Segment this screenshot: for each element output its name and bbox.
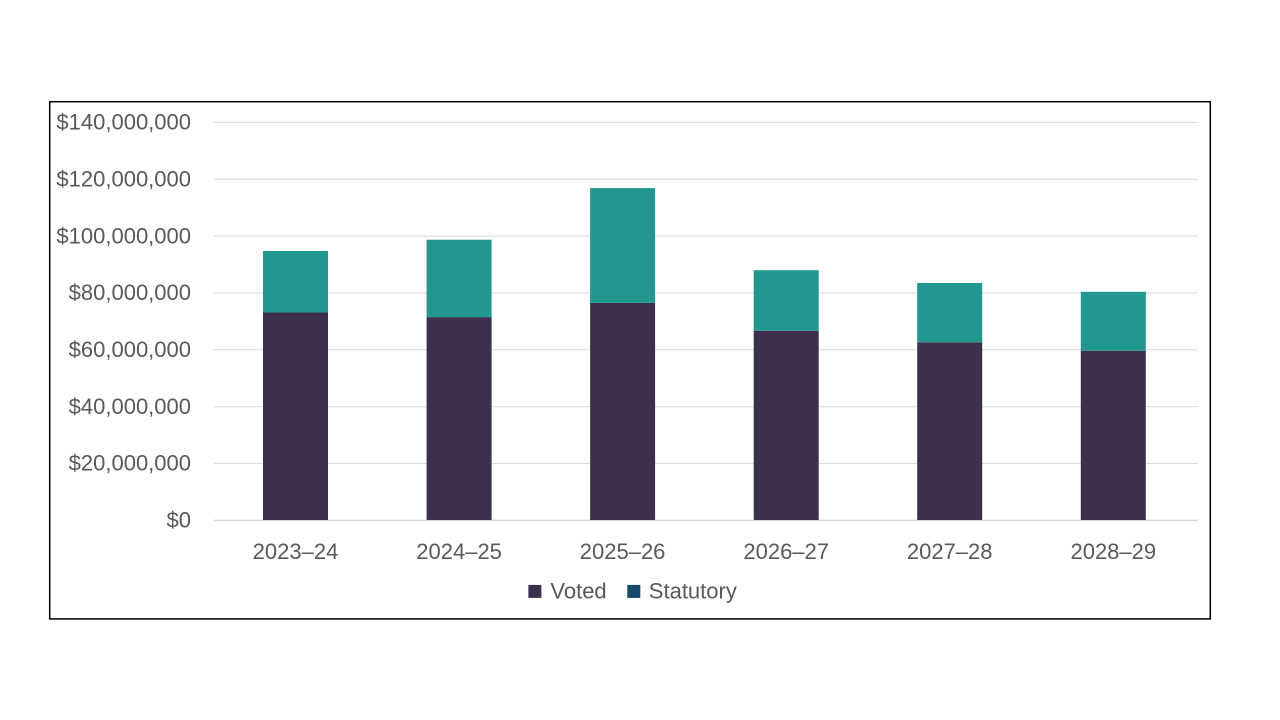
svg-text:2028–29: 2028–29 [1070, 539, 1156, 564]
svg-text:2027–28: 2027–28 [907, 539, 993, 564]
svg-text:$120,000,000: $120,000,000 [56, 167, 191, 192]
svg-text:$100,000,000: $100,000,000 [56, 223, 191, 248]
svg-text:Statutory: Statutory [649, 579, 737, 604]
svg-text:2023–24: 2023–24 [253, 539, 339, 564]
svg-text:Voted: Voted [550, 579, 606, 604]
svg-text:2024–25: 2024–25 [416, 539, 502, 564]
svg-text:$60,000,000: $60,000,000 [69, 337, 191, 362]
svg-text:2026–27: 2026–27 [743, 539, 829, 564]
svg-text:$20,000,000: $20,000,000 [69, 451, 191, 476]
svg-text:$140,000,000: $140,000,000 [56, 110, 191, 135]
svg-text:$40,000,000: $40,000,000 [69, 394, 191, 419]
svg-text:$80,000,000: $80,000,000 [69, 280, 191, 305]
svg-text:2025–26: 2025–26 [580, 539, 666, 564]
svg-text:$0: $0 [167, 508, 191, 533]
